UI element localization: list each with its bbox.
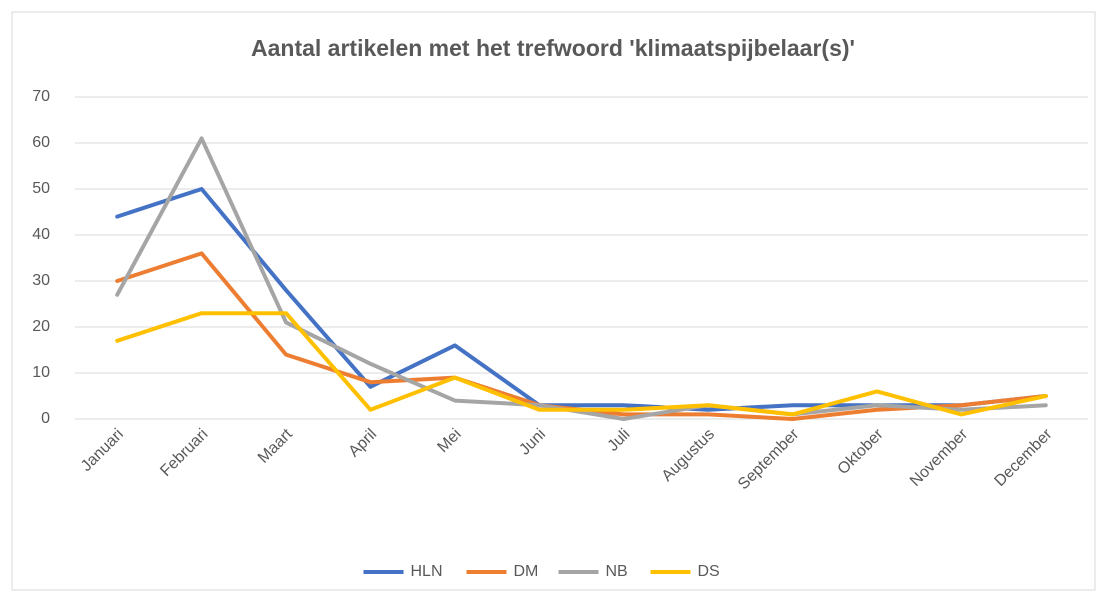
legend-label: NB [606,563,628,580]
y-tick-label: 30 [32,272,50,289]
y-tick-label: 60 [32,134,50,151]
y-tick-label: 40 [32,226,50,243]
y-tick-label: 10 [32,364,50,381]
legend-label: DS [698,563,720,580]
y-tick-label: 0 [41,410,50,427]
legend-label: DM [514,563,539,580]
legend-label: HLN [411,563,443,580]
line-series [115,136,1048,421]
y-tick-label: 20 [32,318,50,335]
y-tick-label: 70 [32,88,50,105]
chart-title: Aantal artikelen met het trefwoord 'klim… [251,35,855,61]
y-tick-label: 50 [32,180,50,197]
line-series [115,311,1048,417]
chart-border [11,11,1096,591]
